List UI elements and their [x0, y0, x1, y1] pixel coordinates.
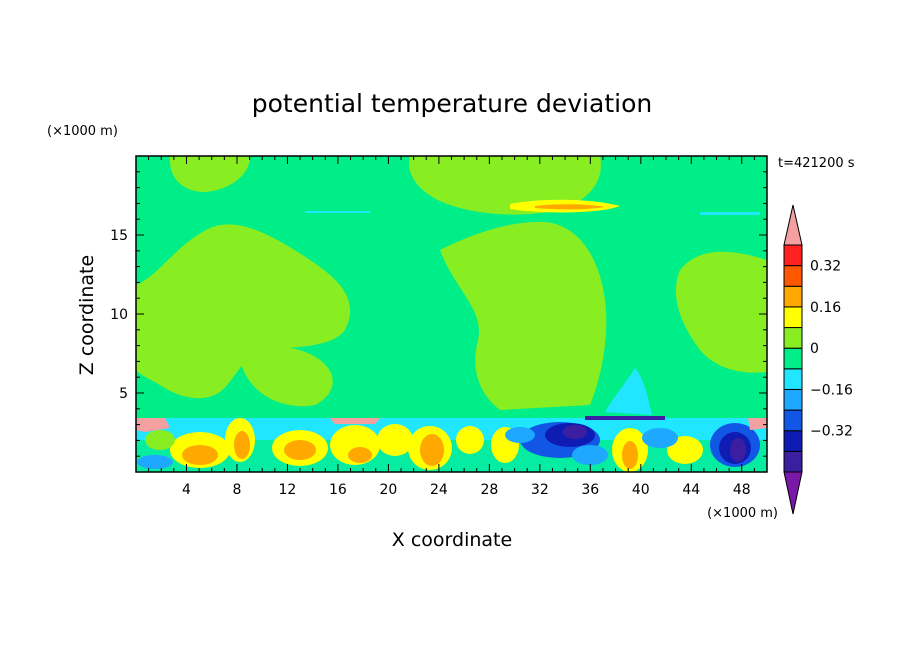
colorbar-label: 0.32: [810, 259, 841, 275]
x-tick-label: 8: [232, 482, 241, 498]
x-unit-label: (×1000 m): [707, 506, 778, 521]
x-tick-label: 48: [733, 482, 751, 498]
colorbar-label: 0.16: [810, 300, 841, 316]
chart-title: potential temperature deviation: [252, 89, 652, 118]
field-positive-region: [136, 224, 351, 399]
x-tick-label: 44: [682, 482, 700, 498]
field-cool-fringe: [585, 416, 665, 420]
x-tick-label: 40: [632, 482, 650, 498]
field-positive-region: [675, 251, 767, 373]
colorbar-label: −0.16: [810, 382, 853, 398]
x-tick-label: 32: [531, 482, 549, 498]
field-warm-cells: [145, 418, 703, 472]
colorbar-box: [783, 265, 803, 287]
colorbar-box: [783, 347, 803, 370]
time-label: t=421200 s: [778, 156, 855, 171]
x-tick-label: 36: [581, 482, 599, 498]
field-warm-fringe: [748, 418, 767, 430]
colorbar-label: −0.32: [810, 424, 853, 440]
colorbar-box: [783, 430, 803, 452]
x-tick-label: 28: [480, 482, 498, 498]
y-axis: 5 10 15: [110, 171, 767, 457]
colorbar-max-arrow: [783, 204, 803, 246]
colorbar-min-arrow: [783, 471, 803, 515]
y-tick-label: 15: [110, 228, 128, 244]
colorbar-box: [783, 244, 803, 267]
colorbar-box: [783, 388, 803, 411]
colorbar: 0.32 0.16 0 −0.16 −0.32: [783, 204, 853, 515]
colorbar-box: [783, 306, 803, 329]
field-cool-streak: [305, 211, 370, 213]
colorbar-box: [783, 368, 803, 390]
field-cool-streak: [700, 212, 760, 215]
field-warm-core: [535, 204, 605, 210]
x-tick-label: 16: [329, 482, 347, 498]
field-positive-region: [440, 221, 607, 410]
x-tick-label: 24: [430, 482, 448, 498]
y-tick-label: 10: [110, 307, 128, 323]
field-cool-cells: [137, 422, 760, 469]
colorbar-box: [783, 450, 803, 473]
colorbar-label: 0: [810, 341, 819, 357]
y-axis-label: Z coordinate: [76, 255, 98, 375]
x-axis-label: X coordinate: [392, 529, 512, 551]
field-cool-plume: [605, 368, 652, 415]
y-unit-label: (×1000 m): [47, 124, 118, 139]
field-warm-fringe: [330, 418, 380, 424]
field-positive-region: [169, 156, 250, 192]
x-tick-label: 12: [279, 482, 297, 498]
x-tick-label: 20: [379, 482, 397, 498]
colorbar-box: [783, 409, 803, 432]
x-tick-label: 4: [182, 482, 191, 498]
contour-field: [136, 156, 767, 472]
colorbar-box: [783, 285, 803, 308]
x-axis: 4 8 12 16 20 24 28 32 36 40 44 48: [148, 156, 755, 498]
colorbar-box: [783, 327, 803, 349]
y-tick-label: 5: [119, 386, 128, 402]
field-warm-fringe: [136, 418, 170, 432]
field-positive-region: [240, 346, 333, 407]
